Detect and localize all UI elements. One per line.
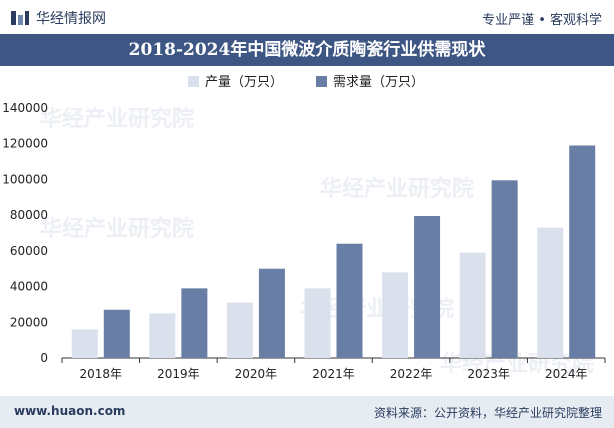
bar-production — [226, 302, 253, 358]
x-tick-label: 2024年 — [545, 367, 588, 381]
bar-production — [149, 313, 176, 358]
y-tick-label: 40000 — [10, 280, 48, 294]
brand[interactable]: 华经情报网 — [10, 8, 106, 28]
x-tick-label: 2018年 — [80, 367, 123, 381]
bar-production — [459, 252, 486, 358]
brand-name: 华经情报网 — [36, 11, 106, 27]
tagline: 专业严谨 • 客观科学 — [482, 13, 602, 28]
bar-demand — [181, 288, 208, 358]
bar-production — [304, 288, 331, 358]
bar-demand — [569, 145, 596, 358]
y-tick-label: 60000 — [10, 244, 48, 258]
bar-production — [537, 227, 564, 358]
legend-label: 产量（万只） — [205, 75, 283, 90]
y-tick-label: 120000 — [2, 137, 48, 151]
bar-production — [382, 272, 409, 358]
bar-production — [71, 329, 98, 358]
legend-swatch — [188, 76, 199, 87]
watermark-text: 华经产业研究院 — [40, 216, 194, 242]
bar-demand — [103, 309, 130, 358]
y-tick-label: 80000 — [10, 208, 48, 222]
x-tick-label: 2021年 — [312, 367, 355, 381]
watermark-text: 华经产业研究院 — [40, 106, 194, 132]
footer: www.huaon.com 资料来源：公开资料，华经产业研究院整理 — [0, 396, 614, 428]
bar-demand — [491, 180, 518, 358]
chart-title: 2018-2024年中国微波介质陶瓷行业供需现状 — [0, 34, 614, 66]
y-tick-label: 20000 — [10, 315, 48, 329]
bar-demand — [414, 216, 441, 358]
x-tick-label: 2023年 — [467, 367, 510, 381]
legend-swatch — [316, 76, 327, 87]
x-tick-label: 2020年 — [235, 367, 278, 381]
y-tick-label: 0 — [40, 351, 48, 365]
y-tick-label: 100000 — [2, 172, 48, 186]
x-tick-label: 2019年 — [157, 367, 200, 381]
bar-demand — [336, 243, 363, 358]
legend-label: 需求量（万只） — [333, 75, 424, 90]
bar-demand — [258, 268, 285, 358]
watermark-text: 华经产业研究院 — [320, 176, 474, 202]
footer-url[interactable]: www.huaon.com — [14, 404, 126, 418]
x-tick-label: 2022年 — [390, 367, 433, 381]
y-tick-label: 140000 — [2, 101, 48, 115]
top-bar: 华经情报网 专业严谨 • 客观科学 — [0, 0, 614, 34]
bar-chart: 华经产业研究院华经产业研究院华经产业研究院华经产业研究院华经产业研究院02000… — [2, 75, 606, 381]
footer-source: 资料来源：公开资料，华经产业研究院整理 — [373, 406, 602, 420]
logo-icon — [11, 11, 29, 25]
